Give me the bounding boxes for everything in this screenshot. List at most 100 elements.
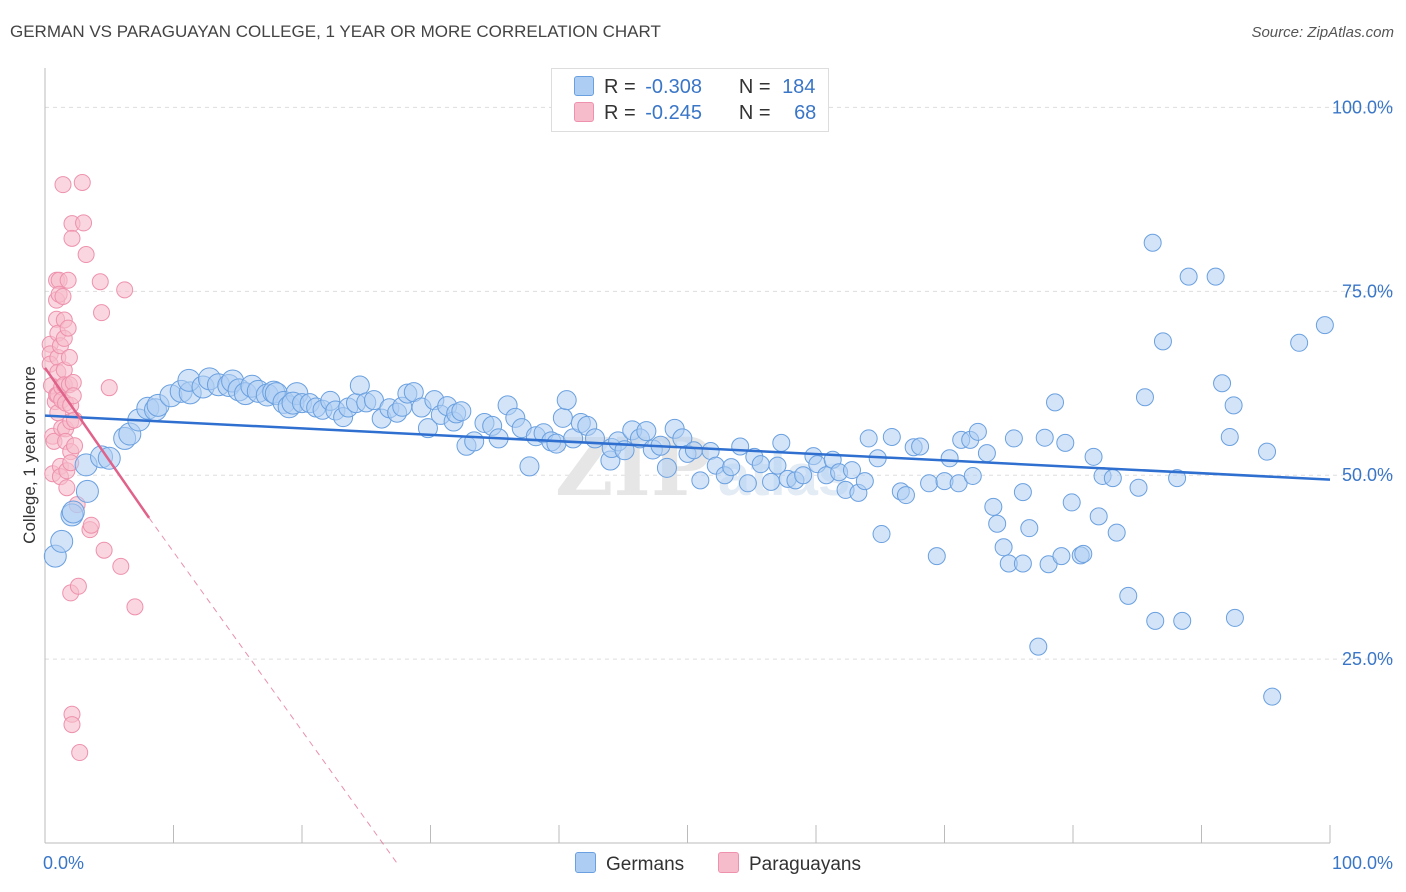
- germans-point: [691, 471, 710, 490]
- legend-row-germans: R = -0.308 N = 184: [574, 76, 815, 100]
- paraguayans-swatch: [574, 102, 594, 122]
- paraguayans-point: [112, 557, 130, 575]
- y-tick-label: 25.0%: [1342, 649, 1393, 669]
- germans-point: [859, 429, 878, 448]
- y-tick-label: 100.0%: [1332, 97, 1393, 117]
- germans-point: [1315, 316, 1334, 335]
- paraguayans-point: [58, 479, 76, 497]
- germans-point: [1062, 493, 1081, 512]
- germans-point: [1146, 611, 1165, 630]
- germans-point: [1052, 547, 1071, 566]
- paraguayans-trend-line: [43, 367, 151, 519]
- germans-point: [1224, 396, 1243, 415]
- germans-point: [1074, 544, 1093, 563]
- germans-point: [584, 428, 605, 449]
- germans-point: [949, 474, 968, 493]
- y-tick-label: 50.0%: [1342, 465, 1393, 485]
- germans-point: [1129, 478, 1148, 497]
- paraguayans-point: [126, 598, 144, 616]
- legend-germans: Germans: [575, 852, 684, 876]
- paraguayans-point: [69, 577, 87, 595]
- tick-labels: 25.0% 50.0% 75.0% 100.0% 0.0% 100.0%: [43, 97, 1393, 873]
- germans-point: [994, 538, 1013, 557]
- paraguayans-point: [54, 287, 72, 305]
- germans-point: [842, 461, 861, 480]
- paraguayans-point: [66, 437, 84, 455]
- germans-point: [738, 474, 757, 493]
- germans-r-value: -0.308: [645, 76, 702, 98]
- germans-point: [519, 456, 540, 477]
- y-tick-label: 75.0%: [1342, 281, 1393, 301]
- germans-point: [968, 422, 987, 441]
- germans-point: [1103, 469, 1122, 488]
- germans-point: [977, 444, 996, 463]
- germans-point: [1258, 442, 1277, 461]
- germans-point: [1089, 507, 1108, 526]
- germans-point: [927, 547, 946, 566]
- germans-point: [656, 457, 677, 478]
- germans-point: [896, 486, 915, 505]
- germans-point: [1084, 447, 1103, 466]
- germans-point: [1263, 687, 1282, 706]
- germans-point: [872, 525, 891, 544]
- germans-point: [768, 456, 787, 475]
- paraguayans-point: [63, 716, 81, 734]
- germans-point: [1035, 428, 1054, 447]
- germans-n-value: 184: [782, 76, 816, 98]
- paraguayans-point: [77, 246, 95, 264]
- germans-point: [1004, 429, 1023, 448]
- germans-legend-label: Germans: [606, 854, 685, 875]
- germans-point: [1220, 427, 1239, 446]
- germans-point: [751, 455, 770, 474]
- germans-point: [940, 449, 959, 468]
- germans-point: [1119, 586, 1138, 605]
- germans-point: [762, 472, 781, 491]
- paraguayans-point: [91, 273, 109, 291]
- legend-paraguayans: Paraguayans: [718, 852, 861, 876]
- germans-r-label: R =: [604, 76, 636, 98]
- paraguayans-point: [116, 281, 134, 299]
- germans-point: [546, 433, 567, 454]
- trend-lines: [43, 367, 1331, 866]
- germans-point: [963, 466, 982, 485]
- germans-point: [349, 375, 370, 396]
- germans-point: [794, 466, 813, 485]
- germans-swatch: [574, 76, 594, 96]
- paraguayans-point: [100, 379, 118, 397]
- germans-point: [417, 418, 438, 439]
- germans-point: [1290, 333, 1309, 352]
- germans-point: [882, 427, 901, 446]
- x-tick-label: 0.0%: [43, 853, 84, 873]
- germans-point: [464, 431, 485, 452]
- paraguayans-point: [60, 349, 78, 367]
- germans-point: [1143, 233, 1162, 252]
- germans-point: [1168, 469, 1187, 488]
- germans-points: [43, 233, 1334, 706]
- germans-point: [731, 437, 750, 456]
- legend-row-paraguayans: R = -0.245 N = 68: [574, 102, 816, 126]
- paraguayans-legend-swatch: [718, 852, 739, 873]
- paraguayans-point: [93, 304, 111, 322]
- source-label: Source: ZipAtlas.com: [1251, 24, 1394, 41]
- germans-point: [1173, 611, 1192, 630]
- paraguayans-point: [71, 744, 89, 762]
- germans-point: [1107, 523, 1126, 542]
- germans-point: [1153, 332, 1172, 351]
- paraguayans-n-label: N =: [738, 102, 771, 124]
- germans-point: [451, 401, 472, 422]
- germans-point: [920, 474, 939, 493]
- germans-point: [1135, 388, 1154, 407]
- germans-point: [75, 479, 99, 503]
- germans-point: [1013, 554, 1032, 573]
- paraguayans-trend-extension: [148, 517, 399, 866]
- germans-trend-line: [44, 414, 1331, 481]
- germans-point: [1206, 267, 1225, 286]
- paraguayans-point: [59, 319, 77, 337]
- germans-point: [1225, 608, 1244, 627]
- paraguayans-n-value: 68: [794, 102, 817, 124]
- germans-point: [1013, 483, 1032, 502]
- germans-point: [61, 500, 85, 524]
- germans-point: [1020, 519, 1039, 538]
- germans-point: [363, 390, 384, 411]
